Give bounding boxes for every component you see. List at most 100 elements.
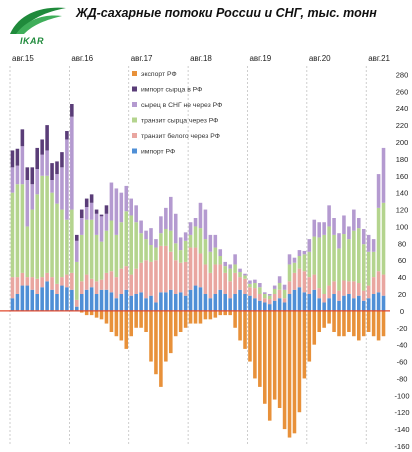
- bar-export: [352, 310, 356, 337]
- bar-transit-raw: [139, 233, 143, 263]
- bar-raw-cis: [169, 196, 173, 231]
- bar-transit-white: [75, 299, 79, 307]
- bar-import-rf: [169, 289, 173, 311]
- bar-transit-raw: [342, 234, 346, 281]
- bar-import-rf: [10, 298, 15, 311]
- bar-import-rf: [371, 294, 376, 311]
- bar-raw-cis: [84, 207, 89, 220]
- bar-raw-cis: [139, 220, 143, 234]
- bar-raw-cis: [223, 261, 227, 267]
- bar-raw-cis: [79, 218, 84, 235]
- bar-transit-raw: [35, 194, 39, 279]
- bar-import-rf: [267, 304, 272, 311]
- ikar-logo-mark-icon: [10, 7, 66, 34]
- bar-export: [119, 310, 124, 341]
- bar-export: [198, 310, 203, 324]
- bar-layer: [10, 104, 386, 438]
- bar-raw-cis: [371, 239, 376, 252]
- bar-import-rf: [89, 287, 94, 311]
- bar-transit-raw: [312, 236, 317, 275]
- bar-raw-cis: [40, 154, 44, 176]
- bar-transit-white: [337, 290, 341, 301]
- bar-raw-cis: [218, 249, 223, 256]
- bar-import-raw: [15, 148, 20, 166]
- y-tick-label: 240: [396, 104, 409, 113]
- bar-export: [94, 310, 99, 318]
- bar-import-raw: [94, 209, 99, 214]
- bar-import-rf: [65, 287, 69, 311]
- bar-transit-raw: [60, 209, 64, 278]
- x-tick-label: авг.17: [131, 54, 153, 63]
- bar-raw-cis: [213, 234, 218, 248]
- bar-raw-cis: [149, 228, 153, 246]
- bar-import-raw: [25, 167, 30, 180]
- bar-transit-white: [203, 264, 208, 294]
- bar-transit-raw: [154, 247, 158, 261]
- bar-export: [79, 310, 84, 313]
- bar-raw-cis: [10, 167, 15, 193]
- bar-raw-cis: [50, 180, 54, 193]
- bar-import-rf: [228, 298, 232, 311]
- bar-import-rf: [243, 294, 247, 311]
- bar-transit-raw: [50, 192, 54, 278]
- bar-raw-cis: [104, 213, 109, 231]
- bar-transit-white: [267, 299, 272, 305]
- bar-raw-cis: [297, 250, 302, 256]
- bar-import-rf: [30, 289, 35, 311]
- bar-raw-cis: [198, 202, 203, 229]
- x-tick-label: авг.20: [309, 54, 331, 63]
- bar-import-rf: [337, 300, 341, 311]
- bar-transit-raw: [297, 256, 302, 269]
- bar-import-rf: [114, 298, 119, 311]
- bar-export: [342, 310, 346, 337]
- bar-import-rf: [381, 295, 386, 311]
- bar-transit-white: [366, 285, 371, 299]
- bar-import-rf: [208, 298, 213, 311]
- bar-transit-white: [381, 274, 386, 296]
- bar-export: [337, 310, 341, 337]
- bar-transit-raw: [366, 251, 371, 286]
- bar-raw-cis: [243, 273, 247, 276]
- bar-transit-raw: [272, 288, 277, 294]
- x-tick-label: авг.19: [249, 54, 271, 63]
- bar-transit-white: [198, 253, 203, 288]
- bar-raw-cis: [347, 226, 351, 240]
- bar-raw-cis: [337, 233, 341, 249]
- bar-raw-cis: [89, 202, 94, 220]
- bar-import-raw: [40, 139, 44, 155]
- bar-raw-cis: [45, 150, 49, 176]
- bar-import-rf: [253, 298, 257, 311]
- axis-layer: авг.15 авг.16 авг.17 авг.18 авг.19 авг.20 авг.…: [0, 54, 410, 451]
- y-tick-label: 40: [398, 273, 406, 282]
- bar-transit-raw: [30, 209, 35, 278]
- bar-transit-raw: [287, 264, 292, 282]
- bar-import-rf: [376, 292, 381, 311]
- bar-transit-white: [50, 277, 54, 290]
- bar-transit-white: [208, 272, 213, 299]
- bar-raw-cis: [25, 180, 30, 227]
- bar-raw-cis: [60, 167, 64, 210]
- bar-raw-cis: [292, 257, 297, 263]
- bar-transit-raw: [238, 272, 242, 278]
- bar-import-rf: [357, 295, 361, 311]
- bar-import-rf: [213, 294, 218, 311]
- bar-import-rf: [361, 300, 366, 311]
- bar-transit-white: [238, 277, 242, 290]
- bar-import-raw: [55, 161, 59, 175]
- bar-import-rf: [84, 289, 89, 311]
- bar-transit-raw: [94, 234, 99, 282]
- bar-transit-raw: [327, 226, 331, 286]
- bar-transit-raw: [114, 234, 119, 278]
- x-tick-label: авг.21: [368, 54, 390, 63]
- bar-import-rf: [45, 281, 49, 311]
- bar-import-raw: [104, 205, 109, 214]
- bar-export: [183, 310, 188, 328]
- bar-import-rf: [258, 300, 262, 311]
- bar-export: [169, 310, 173, 354]
- bar-raw-cis: [208, 234, 213, 252]
- bar-export: [124, 310, 129, 349]
- bar-transit-raw: [371, 251, 376, 278]
- bar-raw-cis: [173, 213, 178, 244]
- bar-import-rf: [129, 295, 133, 311]
- bar-transit-raw: [124, 211, 129, 267]
